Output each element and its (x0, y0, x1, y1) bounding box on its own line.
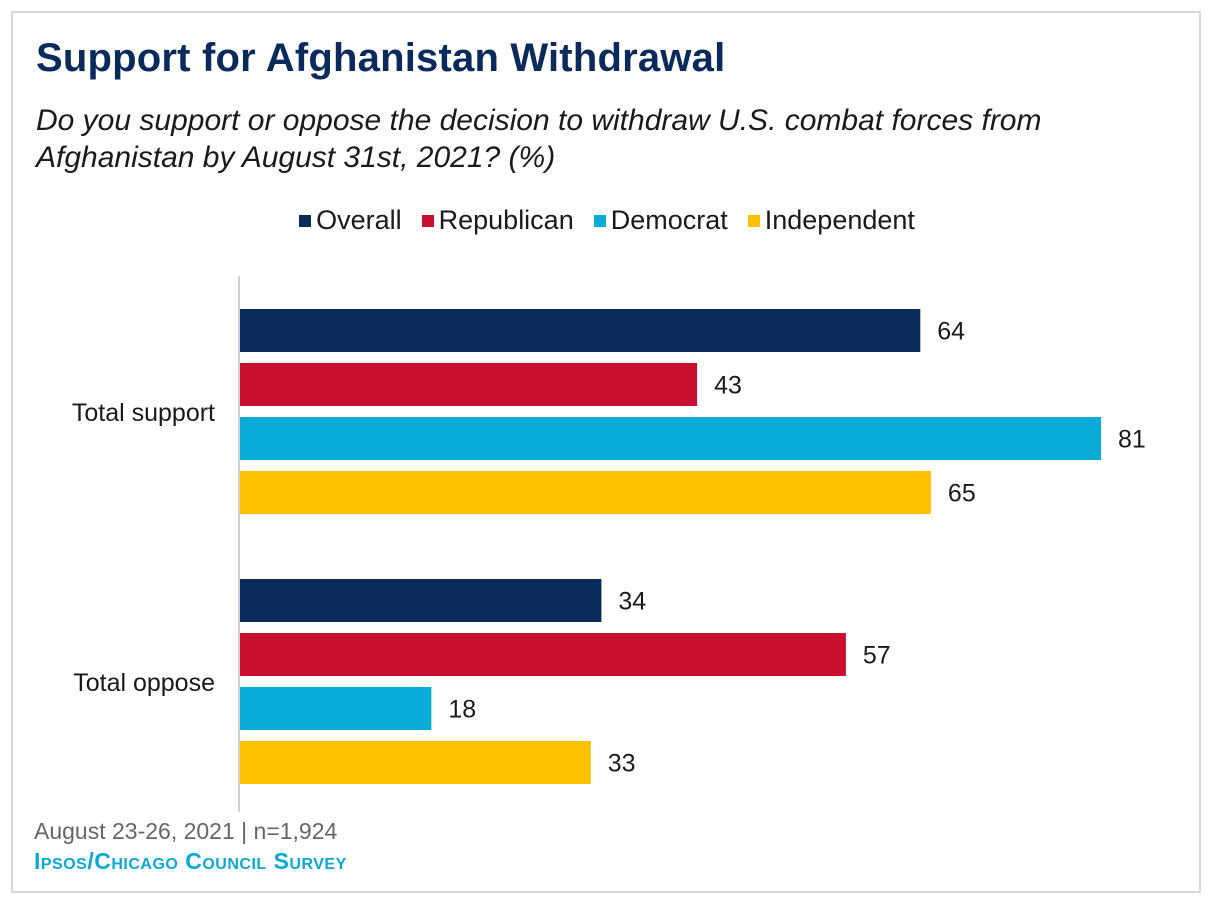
data-label: 18 (448, 696, 476, 724)
data-label: 57 (863, 642, 891, 670)
legend-swatch-overall (299, 214, 312, 227)
bar-republican (240, 363, 698, 406)
data-label: 81 (1118, 426, 1146, 454)
legend-label-democrat: Democrat (610, 205, 728, 235)
footer-source: Ipsos/Chicago Council Survey (34, 848, 347, 874)
legend-label-independent: Independent (764, 205, 915, 235)
category-label: Total support (72, 399, 215, 427)
footer-date-sample: August 23-26, 2021 | n=1,924 (34, 818, 338, 844)
bar-democrat (240, 417, 1101, 460)
bar-democrat (240, 687, 432, 730)
bar-overall (240, 309, 921, 352)
legend-swatch-independent (747, 214, 760, 227)
data-label: 34 (618, 588, 646, 616)
data-label: 65 (948, 480, 976, 508)
legend-item-overall: Overall (299, 205, 402, 236)
legend-swatch-democrat (593, 214, 606, 227)
legend-item-democrat: Democrat (593, 205, 728, 236)
chart-subtitle: Do you support or oppose the decision to… (36, 104, 1042, 174)
legend: Overall Republican Democrat Independent (0, 205, 1214, 236)
bar-overall (240, 579, 602, 622)
legend-label-republican: Republican (438, 205, 574, 235)
data-label: 33 (608, 750, 636, 778)
bar-independent (240, 741, 591, 784)
category-label: Total oppose (73, 669, 215, 697)
legend-swatch-republican (421, 214, 434, 227)
legend-item-republican: Republican (421, 205, 574, 236)
data-label: 43 (714, 372, 742, 400)
data-label: 64 (937, 318, 965, 346)
bar-independent (240, 471, 931, 514)
legend-item-independent: Independent (747, 205, 915, 236)
bar-republican (240, 633, 846, 676)
legend-label-overall: Overall (316, 205, 402, 235)
chart-title: Support for Afghanistan Withdrawal (36, 36, 726, 80)
